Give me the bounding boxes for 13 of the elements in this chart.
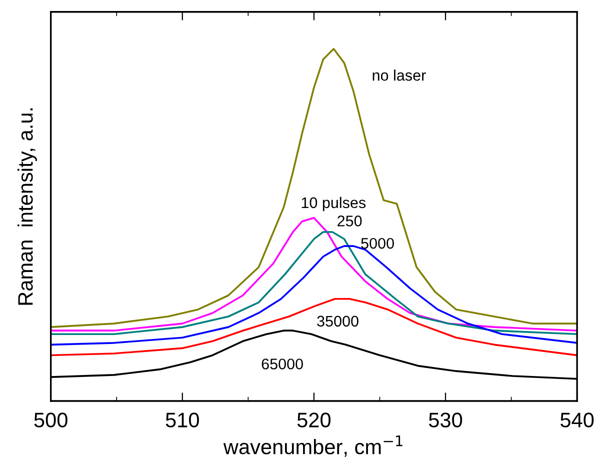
series-label: 65000 [262, 358, 303, 370]
x-tick-label: 510 [166, 412, 199, 428]
x-tick-label: 520 [297, 412, 331, 428]
y-axis-title: Raman intensity, a.u. [18, 108, 37, 305]
x-axis-title: wavenumber, cm$^{−1}$ [223, 435, 402, 457]
x-tick-label: 530 [428, 412, 462, 428]
series-label: 5000 [361, 238, 394, 249]
series-label: no laser [372, 70, 426, 81]
x-tick-label: 540 [560, 412, 594, 428]
series-label: 35000 [317, 316, 358, 327]
series-label: 10 pulses [302, 196, 366, 212]
x-tick-label: 500 [34, 412, 68, 428]
series-label: 250 [338, 216, 362, 226]
